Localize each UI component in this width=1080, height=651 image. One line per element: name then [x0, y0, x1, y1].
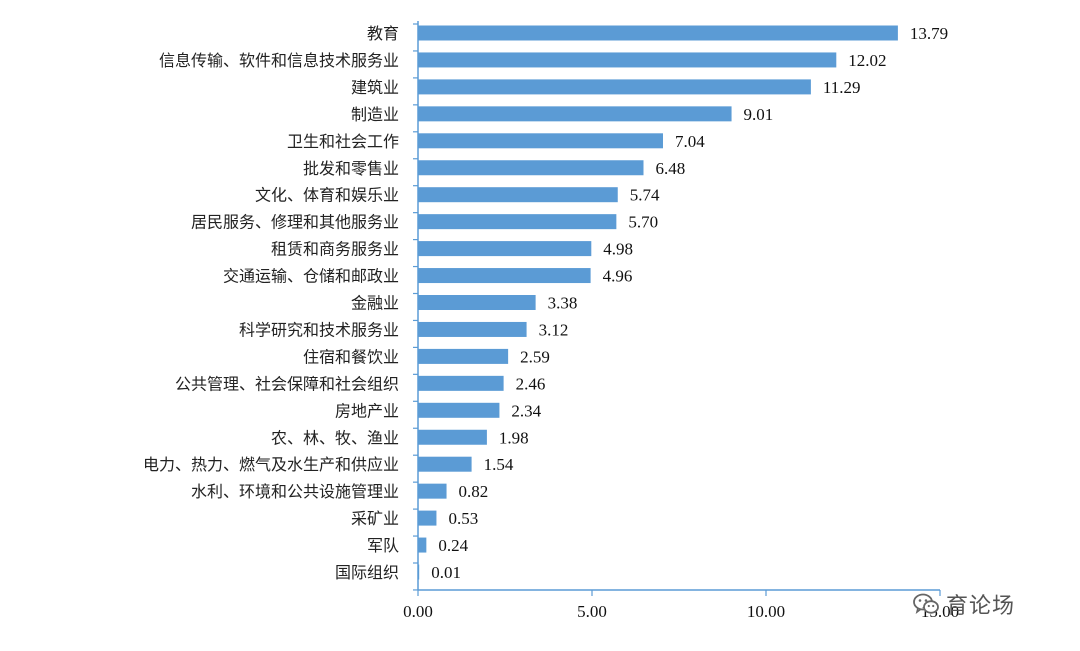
bar	[418, 537, 427, 553]
watermark: 育论场	[912, 588, 1015, 620]
bar	[418, 25, 898, 41]
value-label: 11.29	[823, 78, 861, 97]
value-label: 3.12	[539, 320, 569, 339]
category-label: 交通运输、仓储和邮政业	[223, 267, 399, 286]
value-label: 4.96	[603, 267, 633, 286]
x-tick-label: 0.00	[403, 602, 433, 621]
bar	[418, 375, 504, 391]
wechat-icon	[913, 593, 939, 614]
value-label: 1.54	[484, 455, 514, 474]
value-label: 13.79	[910, 24, 948, 43]
category-label: 采矿业	[351, 509, 399, 528]
category-label: 教育	[367, 24, 399, 43]
x-tick-label: 10.00	[747, 602, 785, 621]
value-label: 0.82	[459, 482, 489, 501]
category-label: 文化、体育和娱乐业	[255, 186, 399, 205]
bar	[418, 510, 437, 526]
bar	[418, 187, 618, 203]
bar	[418, 295, 536, 310]
value-label: 3.38	[548, 294, 578, 313]
bar	[418, 429, 487, 445]
x-tick-label: 5.00	[577, 602, 607, 621]
value-label: 5.74	[630, 186, 660, 205]
category-label: 卫生和社会工作	[287, 132, 399, 151]
category-label: 水利、环境和公共设施管理业	[191, 482, 399, 501]
category-label: 制造业	[351, 105, 399, 124]
value-label: 12.02	[848, 51, 886, 70]
category-label: 金融业	[351, 294, 399, 313]
value-labels-group: 13.79 12.02 11.29 9.01 7.04 6.48 5.74 5.70 4.98 4…	[431, 24, 948, 582]
bars-group	[418, 25, 898, 580]
value-label: 0.24	[438, 536, 468, 555]
category-label: 国际组织	[335, 563, 399, 582]
bar	[418, 79, 811, 95]
category-label: 电力、热力、燃气及水生产和供应业	[143, 455, 399, 474]
category-label: 建筑业	[351, 78, 399, 97]
bar	[418, 268, 591, 284]
value-label: 7.04	[675, 132, 705, 151]
category-label: 科学研究和技术服务业	[239, 320, 399, 339]
category-label: 信息传输、软件和信息技术服务业	[159, 51, 399, 70]
bar	[418, 483, 447, 499]
bar	[418, 348, 509, 364]
bar	[418, 321, 527, 337]
bar	[418, 456, 472, 472]
category-label: 房地产业	[335, 401, 399, 420]
value-label: 0.53	[448, 509, 478, 528]
bar	[418, 160, 644, 176]
category-label: 军队	[367, 536, 399, 555]
bar	[418, 52, 837, 68]
category-label: 租赁和商务服务业	[271, 240, 399, 259]
value-label: 6.48	[656, 159, 686, 178]
bar	[418, 402, 500, 418]
watermark-text: 育论场	[946, 594, 1016, 619]
category-label: 批发和零售业	[303, 159, 399, 178]
bar	[418, 106, 732, 122]
value-label: 4.98	[603, 240, 633, 259]
value-label: 0.01	[431, 563, 461, 582]
category-label: 公共管理、社会保障和社会组织	[175, 374, 399, 393]
category-label: 住宿和餐饮业	[303, 347, 399, 366]
value-label: 2.59	[520, 347, 550, 366]
value-label: 1.98	[499, 428, 529, 447]
category-label: 农、林、牧、渔业	[271, 428, 399, 447]
bar	[418, 241, 592, 257]
value-label: 2.46	[516, 374, 546, 393]
category-label: 居民服务、修理和其他服务业	[191, 213, 399, 232]
bar	[418, 214, 617, 230]
bar	[418, 133, 663, 149]
value-label: 9.01	[744, 105, 774, 124]
value-label: 5.70	[628, 213, 658, 232]
category-labels-group: 教育信息传输、软件和信息技术服务业建筑业制造业卫生和社会工作批发和零售业文化、体…	[143, 24, 399, 582]
value-label: 2.34	[511, 401, 541, 420]
